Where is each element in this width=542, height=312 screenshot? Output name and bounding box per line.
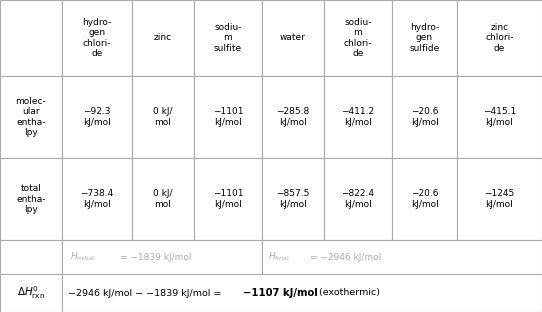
Bar <box>457 158 542 240</box>
Bar <box>324 158 392 240</box>
Text: −1101
kJ/mol: −1101 kJ/mol <box>213 107 243 127</box>
Bar <box>132 158 194 240</box>
Bar <box>194 0 262 76</box>
Bar <box>392 0 457 76</box>
Text: hydro-
gen
chlori-
de: hydro- gen chlori- de <box>82 18 112 58</box>
Text: = −2946 kJ/mol: = −2946 kJ/mol <box>310 252 381 261</box>
Bar <box>324 76 392 158</box>
Bar <box>324 0 392 76</box>
Text: water: water <box>280 33 306 42</box>
Text: zinc
chlori-
de: zinc chlori- de <box>485 23 514 53</box>
Text: sodiu-
m
sulfite: sodiu- m sulfite <box>214 23 242 53</box>
Bar <box>262 76 324 158</box>
Text: −20.6
kJ/mol: −20.6 kJ/mol <box>411 107 438 127</box>
Bar <box>62 240 262 274</box>
Bar <box>132 0 194 76</box>
Bar <box>62 76 132 158</box>
Bar <box>62 274 542 312</box>
Bar <box>132 76 194 158</box>
Text: −2946 kJ/mol − −1839 kJ/mol =: −2946 kJ/mol − −1839 kJ/mol = <box>68 289 224 298</box>
Text: (exothermic): (exothermic) <box>316 289 380 298</box>
Text: −411.2
kJ/mol: −411.2 kJ/mol <box>341 107 375 127</box>
Text: −92.3
kJ/mol: −92.3 kJ/mol <box>83 107 111 127</box>
Text: $\Delta H^0_{\mathrm{rxn}}$: $\Delta H^0_{\mathrm{rxn}}$ <box>17 285 45 301</box>
Text: molec-
ular
entha-
lpy: molec- ular entha- lpy <box>16 97 47 137</box>
Bar <box>0 158 62 240</box>
Text: total
entha-
lpy: total entha- lpy <box>16 184 46 214</box>
Text: −857.5
kJ/mol: −857.5 kJ/mol <box>276 189 309 209</box>
Bar <box>262 0 324 76</box>
Bar <box>194 76 262 158</box>
Text: −20.6
kJ/mol: −20.6 kJ/mol <box>411 189 438 209</box>
Bar <box>0 240 62 274</box>
Text: hydro-
gen
sulfide: hydro- gen sulfide <box>409 23 440 53</box>
Text: 0 kJ/
mol: 0 kJ/ mol <box>153 189 173 209</box>
Bar <box>457 0 542 76</box>
Text: −1101
kJ/mol: −1101 kJ/mol <box>213 189 243 209</box>
Bar <box>0 274 62 312</box>
Text: 0 kJ/
mol: 0 kJ/ mol <box>153 107 173 127</box>
Text: −822.4
kJ/mol: −822.4 kJ/mol <box>341 189 375 209</box>
Bar <box>62 0 132 76</box>
Bar <box>0 76 62 158</box>
Bar <box>457 76 542 158</box>
Bar <box>392 158 457 240</box>
Text: = −1839 kJ/mol: = −1839 kJ/mol <box>120 252 191 261</box>
Bar <box>62 158 132 240</box>
Text: −1107 kJ/mol: −1107 kJ/mol <box>243 288 318 298</box>
Bar <box>262 158 324 240</box>
Text: sodiu-
m
chlori-
de: sodiu- m chlori- de <box>344 18 372 58</box>
Text: −285.8
kJ/mol: −285.8 kJ/mol <box>276 107 309 127</box>
Bar <box>392 76 457 158</box>
Text: −1245
kJ/mol: −1245 kJ/mol <box>485 189 514 209</box>
Text: −415.1
kJ/mol: −415.1 kJ/mol <box>483 107 516 127</box>
Text: $H_{\mathrm{final}}$: $H_{\mathrm{final}}$ <box>268 251 290 263</box>
Bar <box>262 240 542 274</box>
Text: zinc: zinc <box>154 33 172 42</box>
Text: $H_{\mathrm{initial}}$: $H_{\mathrm{initial}}$ <box>70 251 95 263</box>
Text: −738.4
kJ/mol: −738.4 kJ/mol <box>80 189 114 209</box>
Bar <box>194 158 262 240</box>
Bar <box>0 0 62 76</box>
